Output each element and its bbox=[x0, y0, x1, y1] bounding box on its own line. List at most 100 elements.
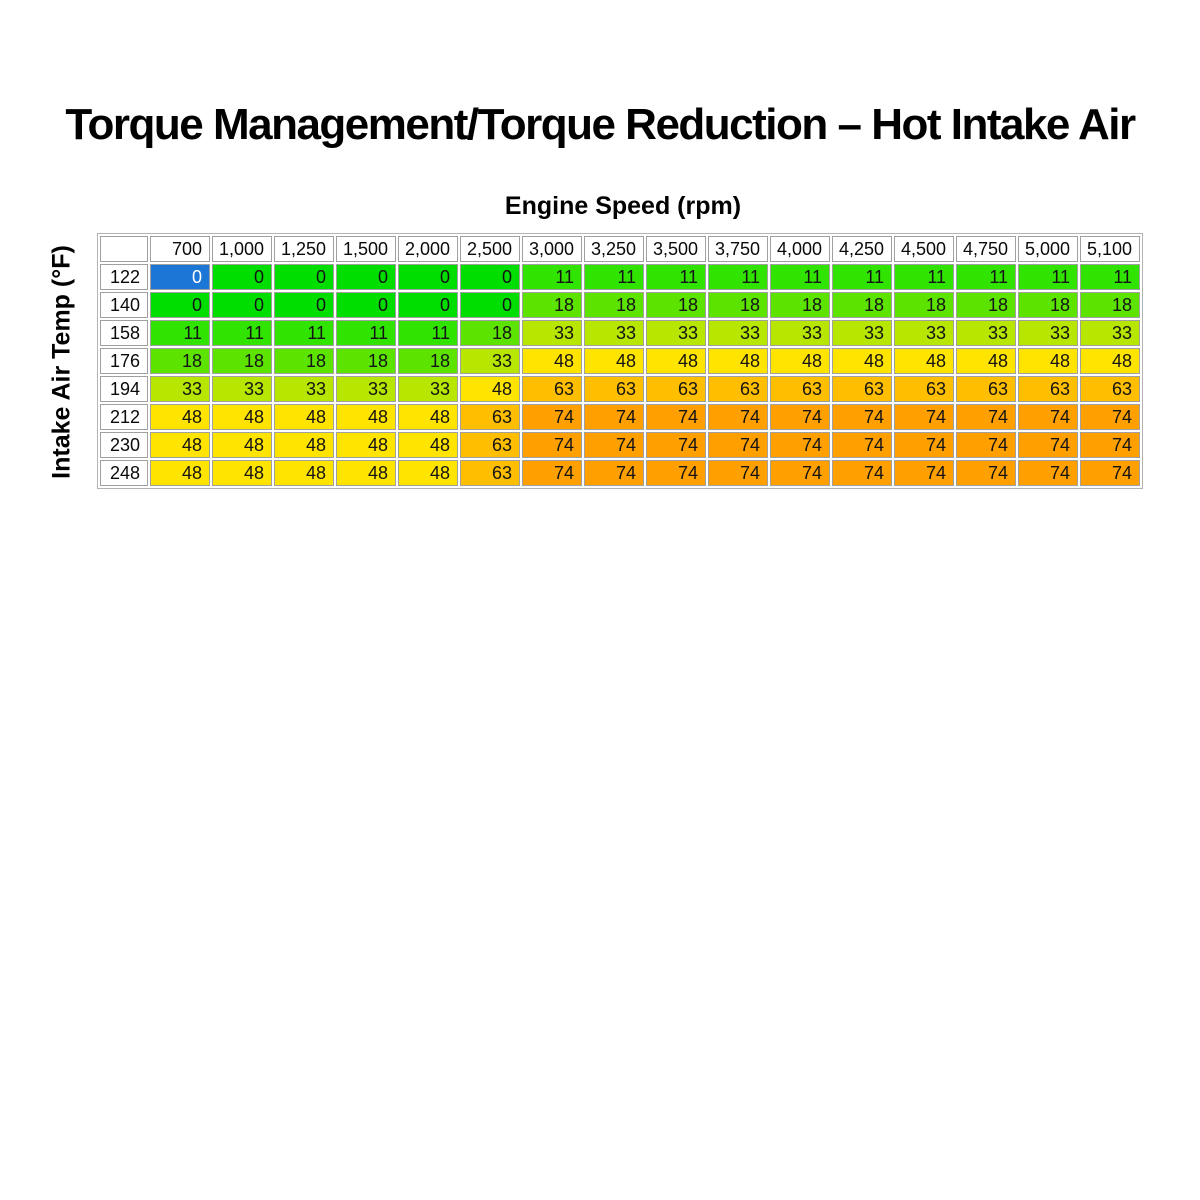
column-header[interactable]: 2,000 bbox=[398, 236, 458, 262]
row-header[interactable]: 158 bbox=[100, 320, 148, 346]
row-header[interactable]: 230 bbox=[100, 432, 148, 458]
grid-cell[interactable]: 33 bbox=[956, 320, 1016, 346]
grid-cell[interactable]: 11 bbox=[956, 264, 1016, 290]
grid-cell[interactable]: 11 bbox=[894, 264, 954, 290]
grid-cell[interactable]: 63 bbox=[460, 432, 520, 458]
grid-cell[interactable]: 18 bbox=[708, 292, 768, 318]
grid-cell[interactable]: 74 bbox=[584, 404, 644, 430]
grid-cell[interactable]: 63 bbox=[894, 376, 954, 402]
grid-cell[interactable]: 63 bbox=[522, 376, 582, 402]
grid-cell[interactable]: 48 bbox=[274, 432, 334, 458]
grid-cell[interactable]: 18 bbox=[584, 292, 644, 318]
grid-cell[interactable]: 33 bbox=[1080, 320, 1140, 346]
row-header[interactable]: 194 bbox=[100, 376, 148, 402]
row-header[interactable]: 140 bbox=[100, 292, 148, 318]
grid-cell[interactable]: 11 bbox=[584, 264, 644, 290]
grid-cell[interactable]: 33 bbox=[584, 320, 644, 346]
grid-cell[interactable]: 48 bbox=[398, 404, 458, 430]
grid-cell[interactable]: 48 bbox=[398, 432, 458, 458]
column-header[interactable]: 4,000 bbox=[770, 236, 830, 262]
grid-cell[interactable]: 74 bbox=[646, 404, 706, 430]
grid-cell[interactable]: 18 bbox=[150, 348, 210, 374]
grid-cell[interactable]: 74 bbox=[956, 432, 1016, 458]
grid-cell[interactable]: 48 bbox=[646, 348, 706, 374]
grid-cell[interactable]: 0 bbox=[460, 264, 520, 290]
grid-cell[interactable]: 11 bbox=[1018, 264, 1078, 290]
grid-cell[interactable]: 48 bbox=[212, 432, 272, 458]
grid-cell[interactable]: 33 bbox=[894, 320, 954, 346]
row-header[interactable]: 176 bbox=[100, 348, 148, 374]
grid-cell[interactable]: 48 bbox=[398, 460, 458, 486]
grid-cell[interactable]: 63 bbox=[460, 404, 520, 430]
grid-cell[interactable]: 48 bbox=[770, 348, 830, 374]
grid-cell[interactable]: 48 bbox=[150, 460, 210, 486]
grid-cell[interactable]: 74 bbox=[894, 432, 954, 458]
grid-cell[interactable]: 18 bbox=[398, 348, 458, 374]
grid-cell[interactable]: 18 bbox=[522, 292, 582, 318]
grid-cell[interactable]: 33 bbox=[336, 376, 396, 402]
grid-cell[interactable]: 0 bbox=[460, 292, 520, 318]
grid-cell[interactable]: 74 bbox=[894, 404, 954, 430]
grid-cell[interactable]: 33 bbox=[708, 320, 768, 346]
grid-cell[interactable]: 33 bbox=[150, 376, 210, 402]
grid-cell[interactable]: 74 bbox=[770, 460, 830, 486]
grid-cell[interactable]: 48 bbox=[150, 404, 210, 430]
grid-cell[interactable]: 74 bbox=[708, 460, 768, 486]
grid-cell[interactable]: 48 bbox=[274, 460, 334, 486]
grid-cell[interactable]: 74 bbox=[522, 432, 582, 458]
grid-cell[interactable]: 18 bbox=[460, 320, 520, 346]
grid-cell[interactable]: 33 bbox=[212, 376, 272, 402]
grid-cell[interactable]: 48 bbox=[150, 432, 210, 458]
grid-cell[interactable]: 0 bbox=[212, 292, 272, 318]
grid-cell[interactable]: 0 bbox=[336, 264, 396, 290]
column-header[interactable]: 3,000 bbox=[522, 236, 582, 262]
grid-cell[interactable]: 74 bbox=[1080, 460, 1140, 486]
grid-cell[interactable]: 48 bbox=[212, 404, 272, 430]
grid-cell[interactable]: 74 bbox=[1080, 432, 1140, 458]
column-header[interactable]: 3,750 bbox=[708, 236, 768, 262]
grid-cell[interactable]: 11 bbox=[832, 264, 892, 290]
grid-cell[interactable]: 74 bbox=[522, 460, 582, 486]
column-header[interactable]: 4,250 bbox=[832, 236, 892, 262]
row-header[interactable]: 212 bbox=[100, 404, 148, 430]
grid-cell[interactable]: 74 bbox=[770, 432, 830, 458]
grid-cell[interactable]: 48 bbox=[956, 348, 1016, 374]
grid-cell[interactable]: 63 bbox=[956, 376, 1016, 402]
grid-cell[interactable]: 63 bbox=[1018, 376, 1078, 402]
grid-cell[interactable]: 74 bbox=[832, 432, 892, 458]
grid-cell[interactable]: 48 bbox=[336, 432, 396, 458]
grid-cell[interactable]: 18 bbox=[956, 292, 1016, 318]
grid-cell[interactable]: 33 bbox=[398, 376, 458, 402]
grid-cell[interactable]: 11 bbox=[274, 320, 334, 346]
grid-cell[interactable]: 0 bbox=[274, 292, 334, 318]
grid-cell[interactable]: 18 bbox=[894, 292, 954, 318]
grid-cell[interactable]: 74 bbox=[770, 404, 830, 430]
grid-cell[interactable]: 74 bbox=[1018, 432, 1078, 458]
grid-cell[interactable]: 33 bbox=[1018, 320, 1078, 346]
column-header[interactable]: 4,750 bbox=[956, 236, 1016, 262]
grid-cell[interactable]: 48 bbox=[1080, 348, 1140, 374]
grid-cell[interactable]: 74 bbox=[646, 432, 706, 458]
column-header[interactable]: 2,500 bbox=[460, 236, 520, 262]
grid-cell[interactable]: 11 bbox=[212, 320, 272, 346]
column-header[interactable]: 4,500 bbox=[894, 236, 954, 262]
grid-cell[interactable]: 11 bbox=[522, 264, 582, 290]
grid-cell[interactable]: 0 bbox=[398, 292, 458, 318]
grid-cell[interactable]: 33 bbox=[770, 320, 830, 346]
grid-cell[interactable]: 63 bbox=[460, 460, 520, 486]
grid-cell[interactable]: 48 bbox=[212, 460, 272, 486]
column-header[interactable]: 5,100 bbox=[1080, 236, 1140, 262]
grid-cell[interactable]: 74 bbox=[584, 460, 644, 486]
grid-cell[interactable]: 18 bbox=[646, 292, 706, 318]
column-header[interactable]: 3,250 bbox=[584, 236, 644, 262]
grid-cell[interactable]: 48 bbox=[894, 348, 954, 374]
grid-cell[interactable]: 18 bbox=[212, 348, 272, 374]
grid-cell[interactable]: 63 bbox=[832, 376, 892, 402]
grid-cell[interactable]: 48 bbox=[584, 348, 644, 374]
column-header[interactable]: 1,250 bbox=[274, 236, 334, 262]
grid-cell[interactable]: 63 bbox=[1080, 376, 1140, 402]
grid-cell[interactable]: 0 bbox=[212, 264, 272, 290]
grid-cell[interactable]: 18 bbox=[274, 348, 334, 374]
grid-cell[interactable]: 0 bbox=[336, 292, 396, 318]
grid-cell[interactable]: 74 bbox=[894, 460, 954, 486]
